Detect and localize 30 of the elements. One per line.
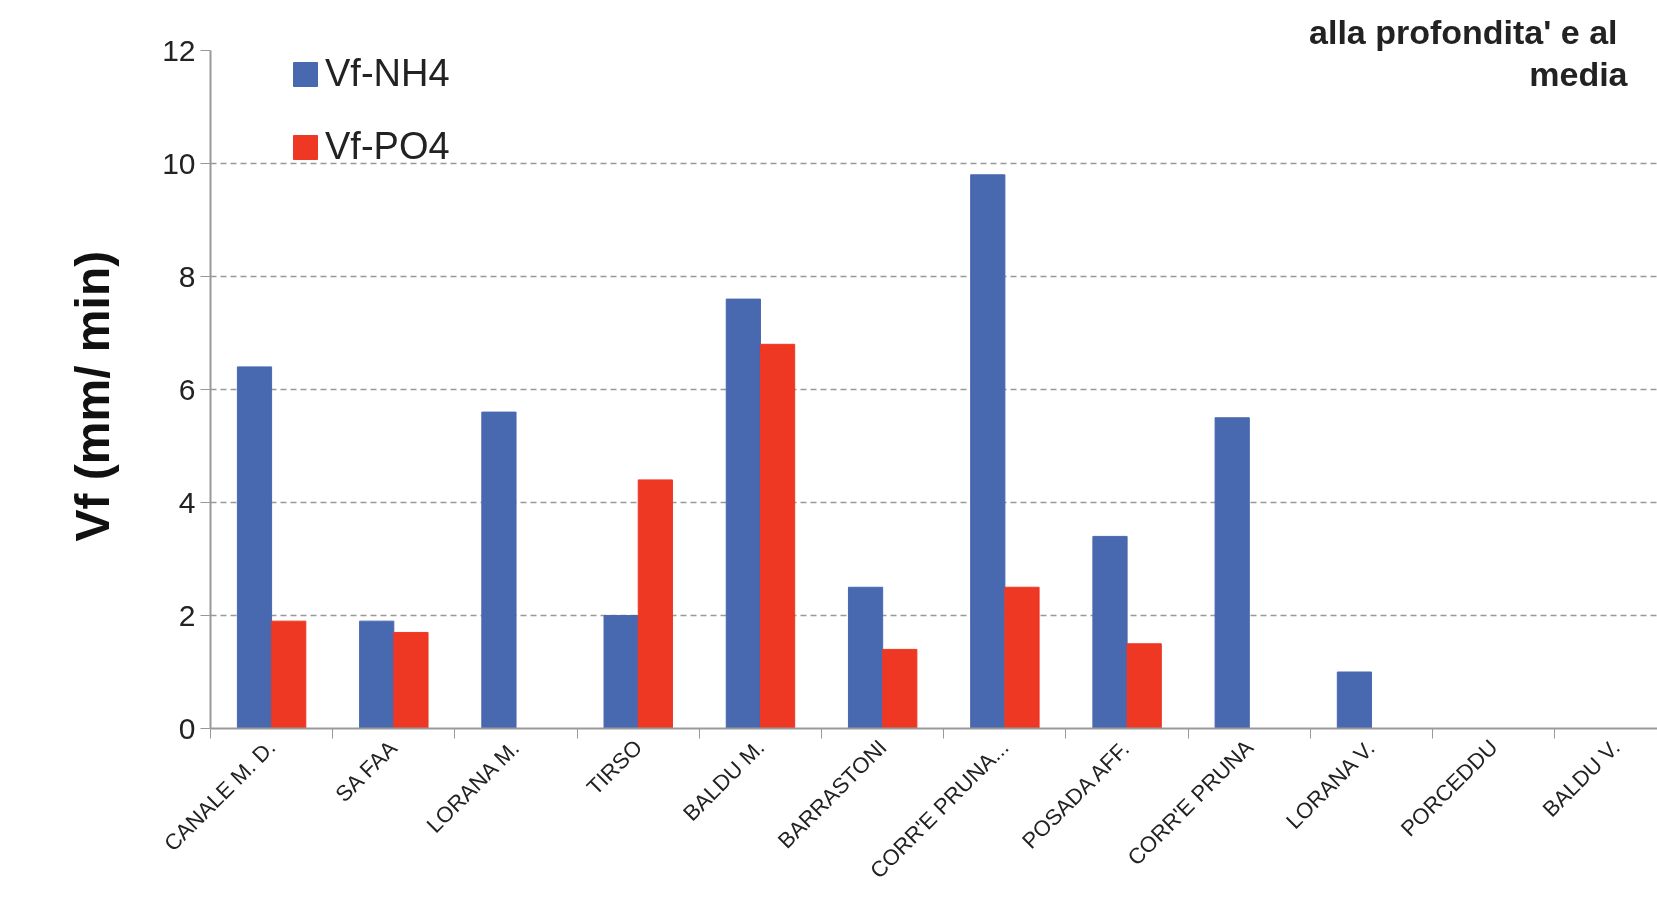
bar (271, 620, 307, 729)
bar (970, 174, 1006, 729)
bar (1336, 671, 1373, 729)
bar (1004, 586, 1040, 729)
annotation: media (1529, 54, 1629, 93)
bar (236, 366, 273, 729)
y-tick-label: 4 (178, 485, 196, 519)
bar (603, 615, 639, 729)
y-tick-label: 6 (178, 372, 196, 406)
bar (882, 648, 918, 729)
x-tick-label: SA FAA (330, 735, 403, 807)
y-tick-label: 12 (162, 33, 196, 67)
legend-label: Vf-PO4 (325, 125, 450, 168)
bar (1126, 643, 1162, 729)
bar (759, 343, 796, 729)
bar (393, 631, 429, 729)
bar (359, 620, 395, 729)
bar (481, 411, 517, 729)
bar (1092, 535, 1128, 729)
y-tick-label: 2 (178, 598, 196, 632)
bar (725, 298, 761, 729)
bar (637, 479, 673, 729)
bar (847, 586, 884, 729)
y-tick-label: 0 (178, 711, 196, 745)
annotation: alla profondita' e al (1309, 12, 1618, 51)
y-tick-label: 8 (178, 259, 196, 293)
y-tick-label: 10 (162, 146, 196, 180)
bar (1214, 417, 1250, 729)
y-axis-title: Vf (mm/ min) (66, 250, 120, 542)
legend-label: Vf-NH4 (325, 52, 450, 95)
